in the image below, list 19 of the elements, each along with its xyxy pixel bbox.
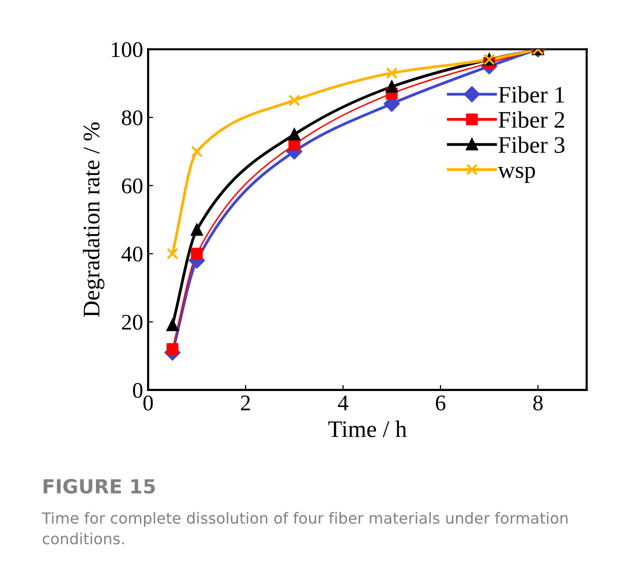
y-tick-label: 60: [122, 178, 142, 194]
legend-label: Fiber 3: [498, 136, 565, 153]
y-axis-title: Degradation rate / %: [82, 122, 104, 317]
x-tick-label: 4: [338, 396, 348, 410]
x-tick-label: 6: [436, 396, 446, 410]
y-tick-label: 20: [122, 314, 142, 330]
x-tick-label: 2: [241, 396, 250, 410]
x-tick-label: 0: [143, 395, 153, 410]
x-axis-title: Time / h: [328, 420, 407, 438]
y-tick-label: 100: [112, 42, 142, 58]
y-tick-label: 0: [132, 382, 142, 398]
legend-label: Fiber 1: [498, 86, 564, 103]
legend-label: wsp: [498, 166, 536, 183]
caption: FIGURE 15: [44, 478, 155, 494]
y-tick-label: 80: [122, 110, 142, 126]
legend-label: Fiber 2: [498, 111, 564, 128]
x-tick-label: 8: [533, 395, 543, 410]
y-tick-label: 40: [121, 246, 142, 262]
text: Time for complete dissolution of four fiber materials under formation conditions.: [42, 512, 568, 544]
